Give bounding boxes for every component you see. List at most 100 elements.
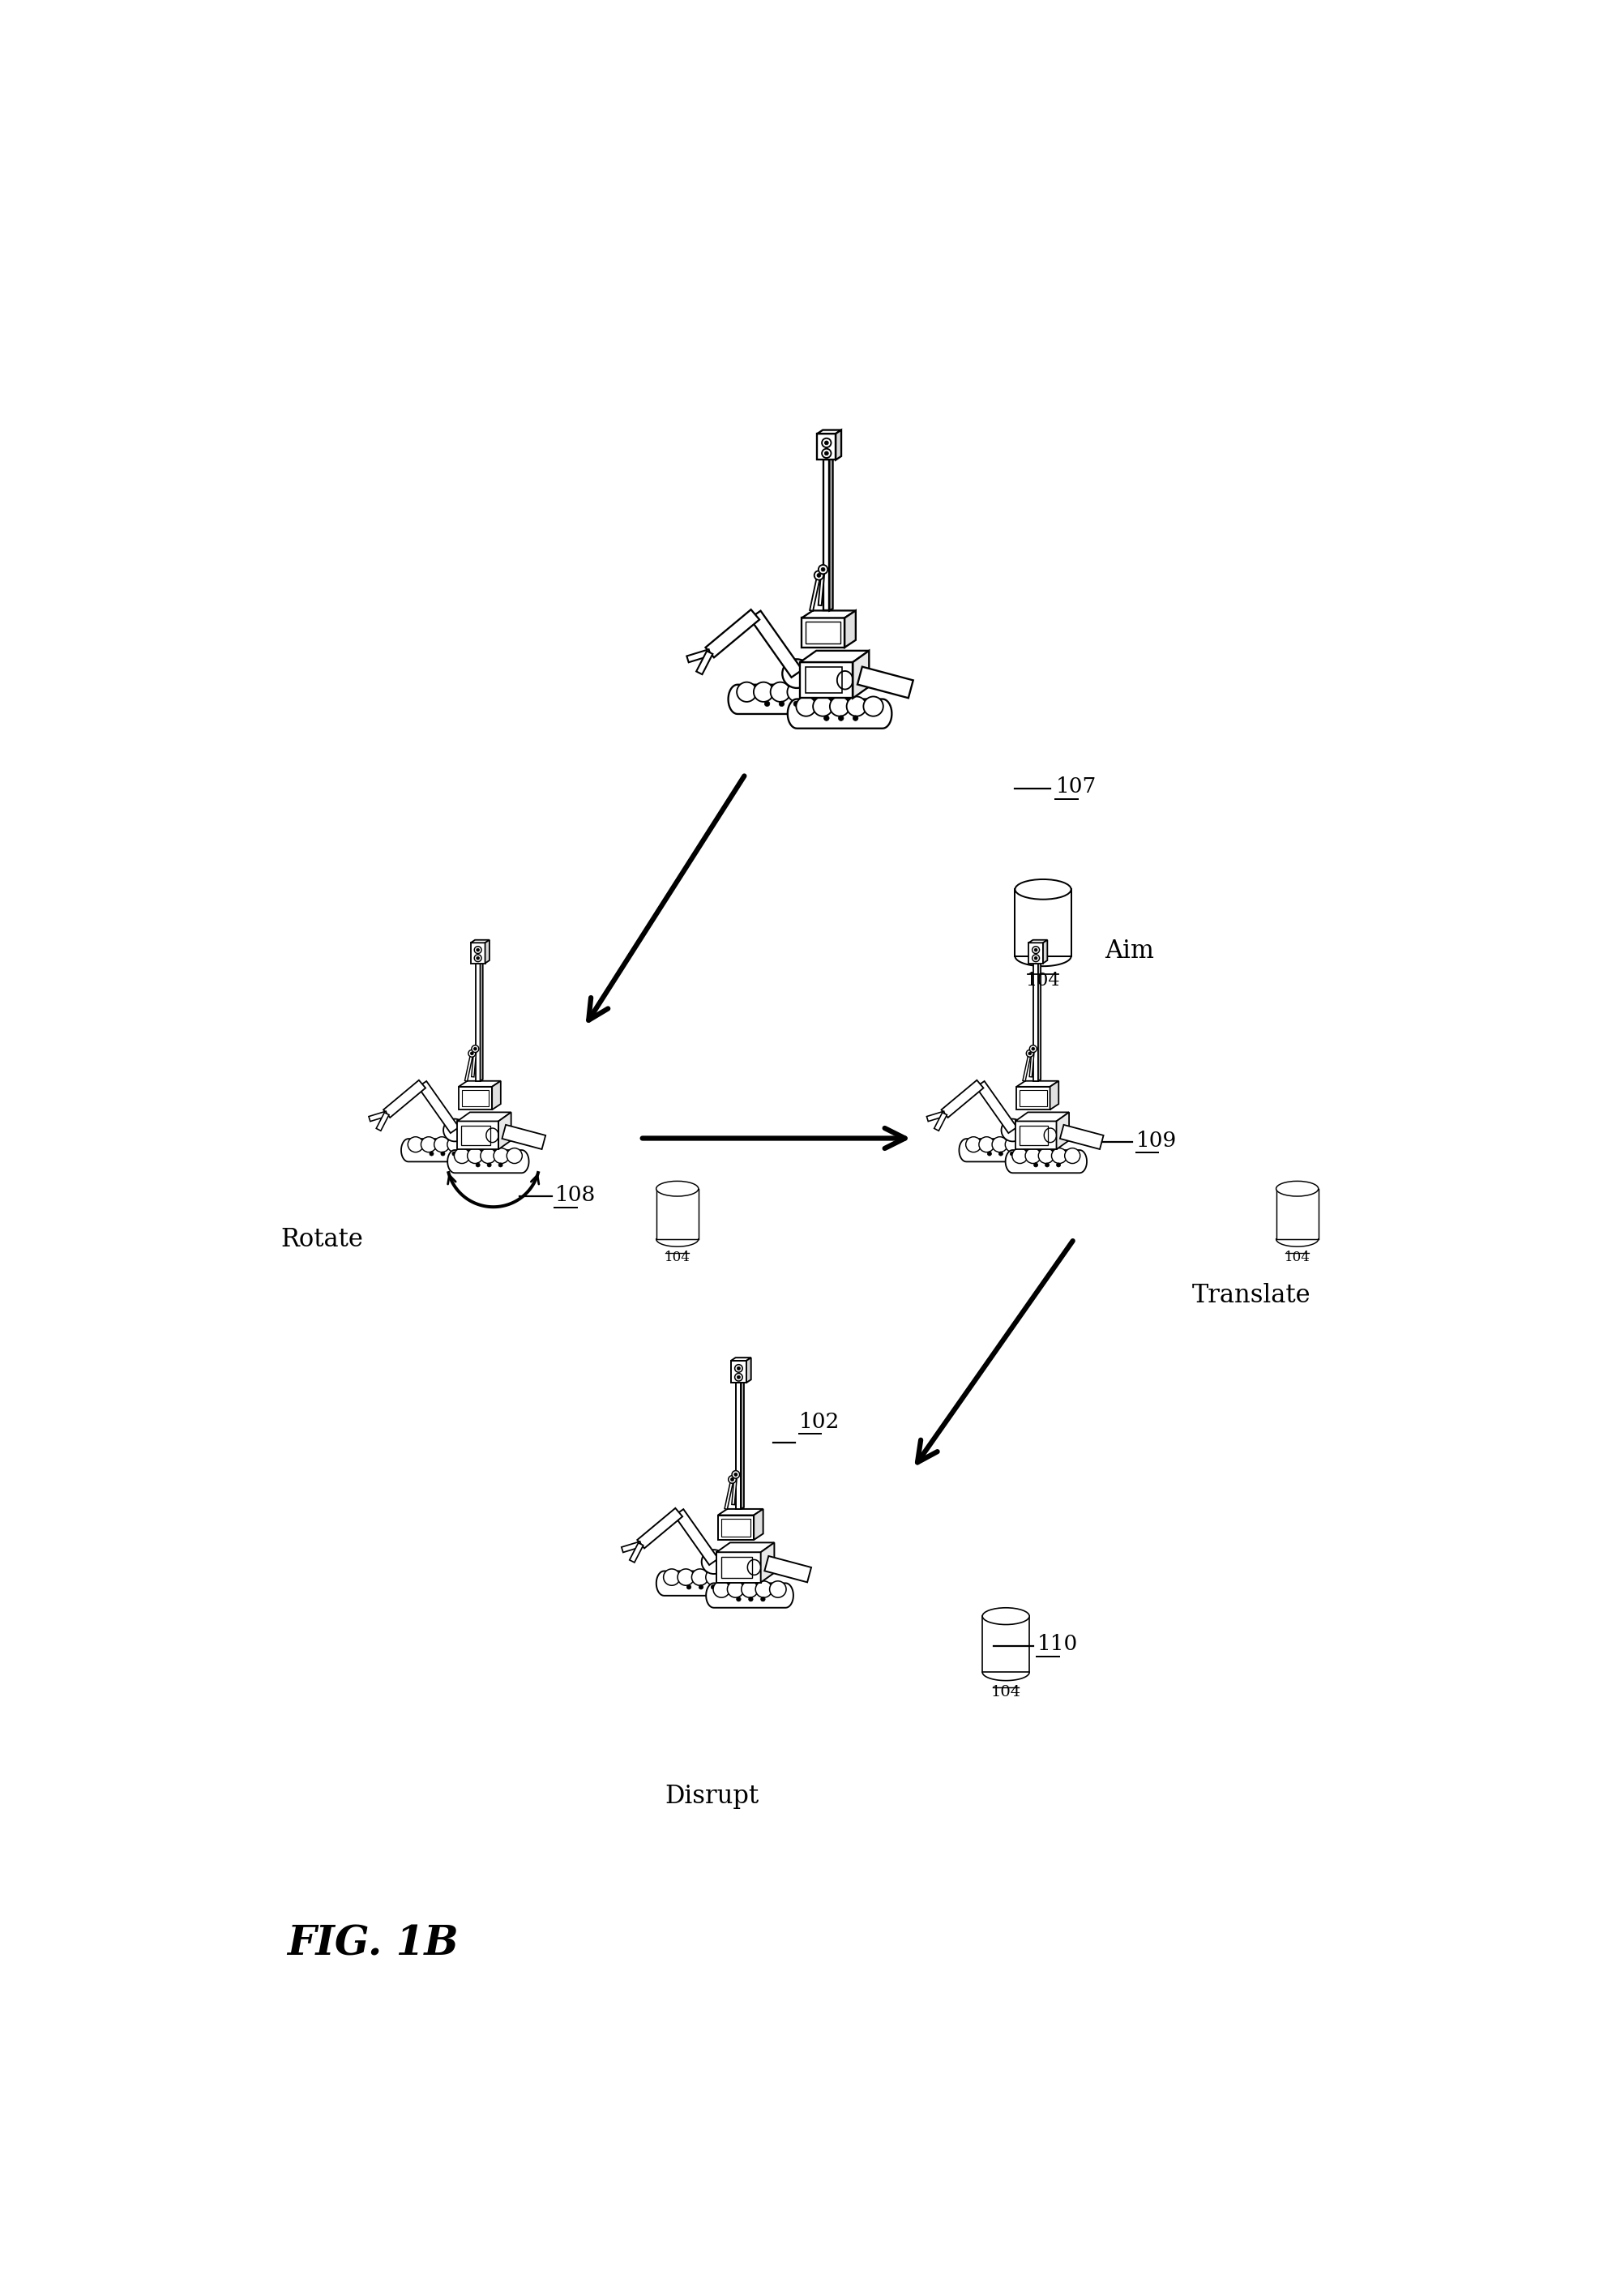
Circle shape [1051,1148,1067,1164]
Polygon shape [705,608,760,657]
Polygon shape [753,1508,763,1541]
Polygon shape [721,1557,752,1577]
Circle shape [713,1582,729,1598]
Circle shape [470,1052,473,1054]
Circle shape [740,1582,758,1598]
Circle shape [736,1598,740,1600]
Circle shape [1031,946,1039,953]
Circle shape [467,1148,483,1164]
Circle shape [793,700,798,707]
Polygon shape [1276,1189,1318,1240]
Polygon shape [470,944,484,964]
Polygon shape [457,1120,499,1150]
Polygon shape [721,1518,750,1536]
Polygon shape [852,650,868,698]
Polygon shape [1014,889,1071,955]
Polygon shape [1055,1111,1068,1150]
Ellipse shape [1014,879,1071,900]
Polygon shape [857,666,913,698]
Circle shape [507,1148,521,1164]
Polygon shape [828,457,833,611]
Circle shape [812,696,833,716]
Circle shape [1004,1137,1020,1153]
Polygon shape [499,1111,510,1150]
Polygon shape [461,1125,489,1146]
Circle shape [702,1550,726,1573]
Polygon shape [1028,939,1047,944]
Circle shape [1044,1162,1049,1166]
Circle shape [728,1476,736,1483]
Circle shape [830,696,849,716]
Circle shape [469,1049,475,1056]
Polygon shape [1038,962,1041,1081]
Circle shape [779,700,784,707]
Polygon shape [844,611,855,647]
Polygon shape [475,964,480,1081]
Polygon shape [628,1543,643,1564]
Circle shape [1028,1052,1031,1054]
Circle shape [822,448,831,457]
Circle shape [448,1137,462,1153]
Polygon shape [620,1541,641,1552]
Circle shape [441,1153,445,1155]
Circle shape [1030,1045,1036,1052]
Polygon shape [1043,939,1047,964]
Polygon shape [787,698,891,728]
Polygon shape [401,1139,483,1162]
Circle shape [846,696,867,716]
Circle shape [814,572,823,581]
Polygon shape [1022,1054,1031,1081]
Circle shape [987,1153,991,1155]
Circle shape [433,1137,449,1153]
Polygon shape [817,569,825,606]
Text: Translate: Translate [1191,1283,1310,1309]
Ellipse shape [1276,1180,1318,1196]
Circle shape [734,1472,737,1476]
Circle shape [1063,1148,1079,1164]
Polygon shape [740,1380,744,1508]
Circle shape [737,682,756,703]
Circle shape [819,565,827,574]
Circle shape [771,682,790,703]
Circle shape [477,957,480,960]
Polygon shape [1033,964,1038,1081]
Polygon shape [817,434,835,459]
Circle shape [737,1366,740,1371]
Circle shape [822,439,831,448]
Circle shape [473,946,481,953]
Polygon shape [492,1081,500,1109]
Circle shape [499,1162,502,1166]
Polygon shape [731,1362,747,1382]
Polygon shape [934,1114,947,1130]
Polygon shape [1004,1150,1086,1173]
Polygon shape [736,1382,740,1508]
Polygon shape [459,1081,500,1086]
Polygon shape [1049,1081,1059,1109]
Text: 104: 104 [664,1251,689,1265]
Polygon shape [716,1543,774,1552]
Circle shape [705,1568,723,1587]
Circle shape [1035,957,1036,960]
Polygon shape [448,1150,529,1173]
Circle shape [852,716,857,721]
Polygon shape [747,1357,750,1382]
Circle shape [734,1373,742,1380]
Circle shape [769,1582,785,1598]
Circle shape [979,1137,995,1153]
Polygon shape [724,1479,734,1508]
Polygon shape [940,1079,983,1118]
Polygon shape [800,650,868,661]
Polygon shape [696,652,712,675]
Circle shape [823,716,828,721]
Circle shape [731,1472,739,1479]
Circle shape [408,1137,424,1153]
Polygon shape [823,459,828,611]
Polygon shape [376,1114,389,1130]
Text: 110: 110 [1036,1635,1078,1655]
Circle shape [823,452,828,455]
Polygon shape [809,574,820,611]
Polygon shape [705,1584,793,1607]
Text: 108: 108 [555,1185,595,1205]
Polygon shape [1028,1049,1035,1077]
Polygon shape [462,1091,489,1107]
